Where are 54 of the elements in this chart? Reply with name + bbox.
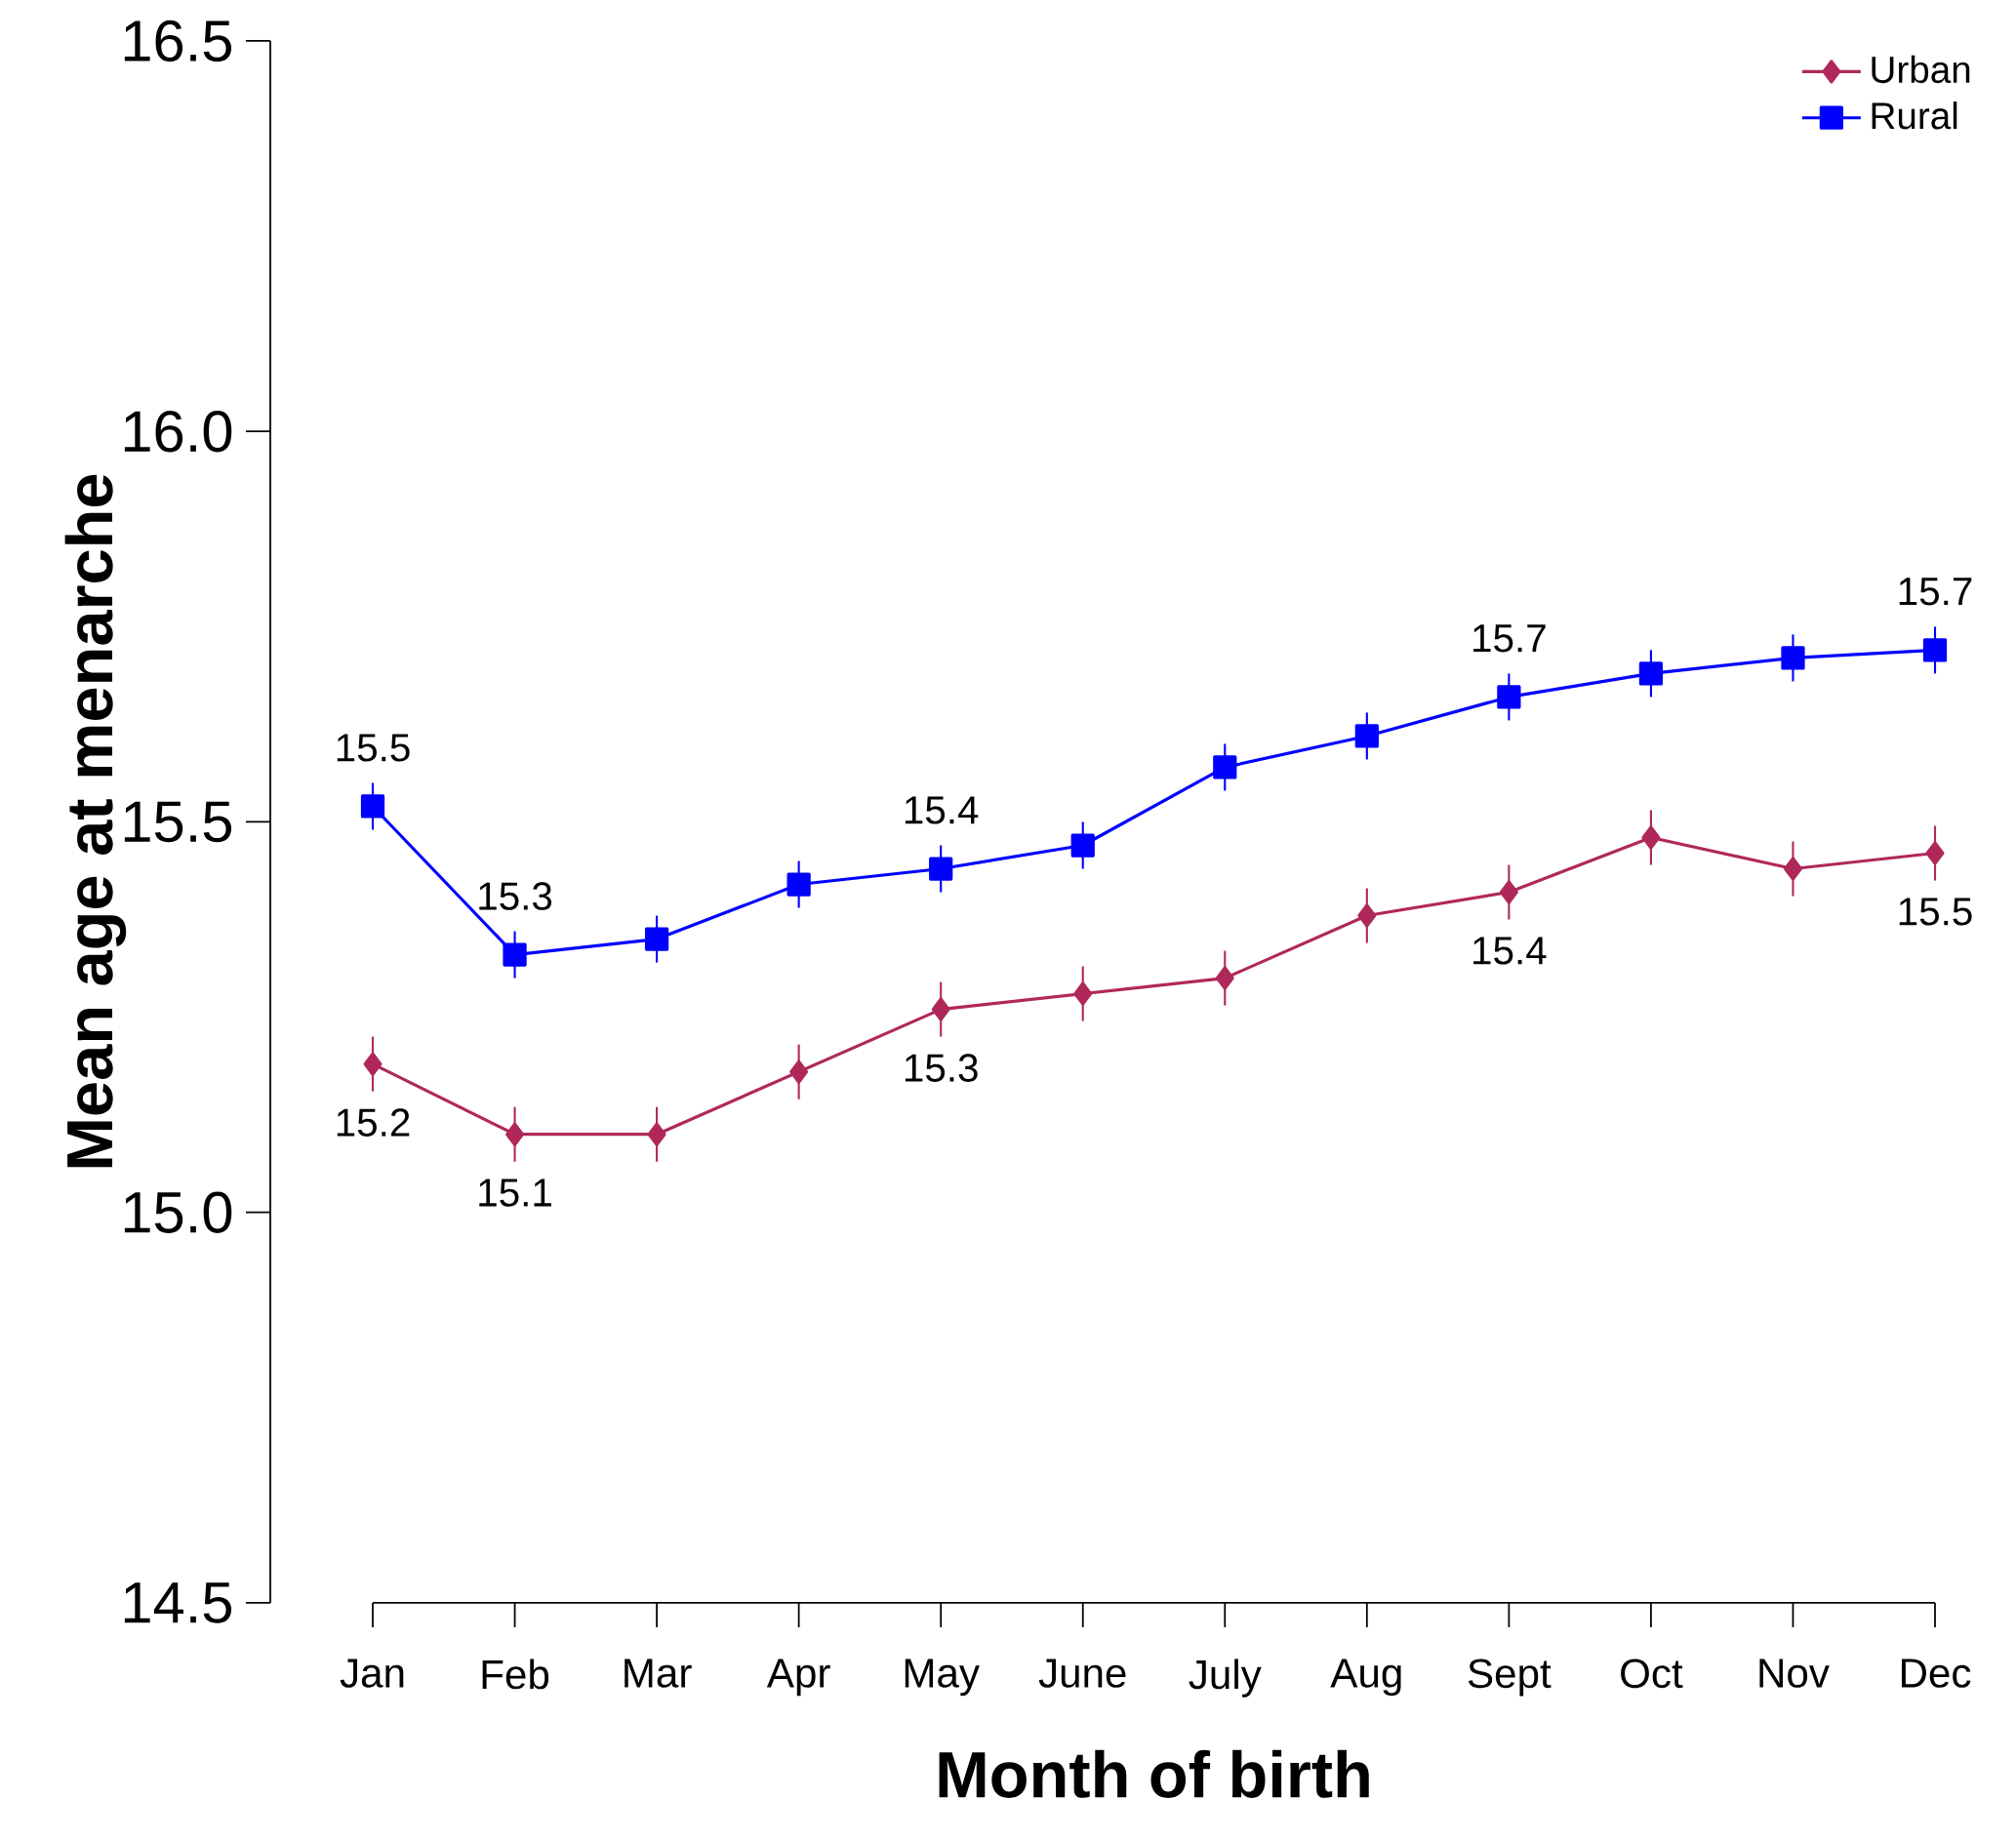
point [789, 1059, 809, 1084]
point [1783, 857, 1802, 881]
point [505, 1122, 525, 1146]
x-tick-label: May [905, 1659, 980, 1697]
point [931, 997, 950, 1021]
point [503, 942, 527, 967]
y-tick-label: 16.5 [124, 20, 232, 62]
y-tick-label: 15.5 [124, 801, 232, 843]
x-tick-label: Aug [1330, 1659, 1401, 1697]
data-label: 15.7 [1473, 624, 1546, 653]
data-label: 15.5 [337, 734, 410, 762]
point [1922, 638, 1948, 662]
point [1357, 903, 1377, 928]
point [1781, 646, 1805, 670]
data-label: 15.4 [905, 796, 979, 824]
point [929, 857, 953, 881]
x-axis-title: Month of birth [939, 1749, 1369, 1798]
data-label: 15.5 [1899, 898, 1972, 926]
x-tick-label: Mar [625, 1659, 692, 1688]
x-tick-label: Sept [1468, 1659, 1552, 1697]
point [1925, 841, 1945, 865]
data-label: 15.7 [1899, 578, 1972, 606]
point [644, 927, 669, 951]
y-tick-label: 15.0 [124, 1191, 232, 1233]
data-label: 15.3 [479, 882, 552, 910]
y-tick-label: 14.5 [124, 1582, 232, 1623]
data-label: 15.4 [1473, 937, 1547, 965]
x-tick-label: Apr [766, 1659, 830, 1697]
x-tick-label: Nov [1759, 1659, 1830, 1688]
x-tick-label: June [1038, 1659, 1126, 1688]
point [363, 1052, 383, 1076]
legend-label: Urban [1872, 55, 1970, 84]
point [1497, 685, 1521, 709]
y-tick-label: 16.0 [124, 411, 232, 453]
data-label: 15.1 [479, 1179, 551, 1207]
point [1638, 661, 1664, 686]
point [1499, 880, 1518, 904]
x-tick-label: Oct [1621, 1659, 1683, 1689]
point [1354, 724, 1379, 748]
x-tick-label: Jan [340, 1659, 404, 1688]
point [1215, 966, 1234, 990]
point [1213, 755, 1237, 780]
point [1641, 825, 1661, 850]
x-tick-label: Feb [482, 1659, 549, 1690]
x-tick-label: Dec [1901, 1659, 1971, 1688]
point [1070, 833, 1095, 858]
data-label: 15.3 [905, 1054, 978, 1082]
point [360, 794, 385, 819]
point [786, 872, 811, 897]
x-tick-label: July [1189, 1659, 1262, 1698]
legend-label: Rural [1872, 101, 1957, 130]
data-label: 15.2 [337, 1108, 410, 1137]
point [1073, 981, 1093, 1006]
point [647, 1122, 666, 1146]
